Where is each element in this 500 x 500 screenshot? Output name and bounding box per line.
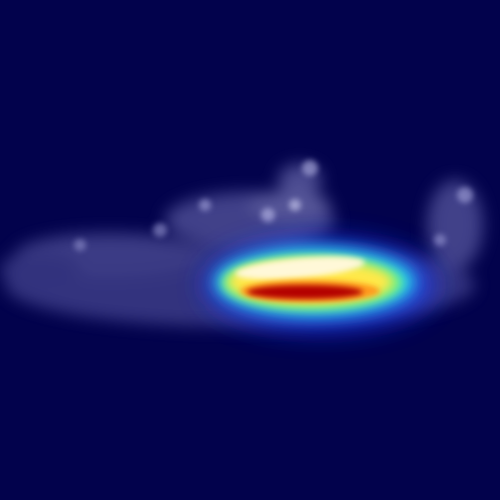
- heat-blob: [205, 240, 435, 330]
- heat-core: [247, 285, 363, 299]
- faint-heel: [427, 180, 483, 270]
- heat-highlight: [235, 256, 365, 280]
- texture-specks: [74, 160, 473, 251]
- faint-toe: [0, 252, 80, 288]
